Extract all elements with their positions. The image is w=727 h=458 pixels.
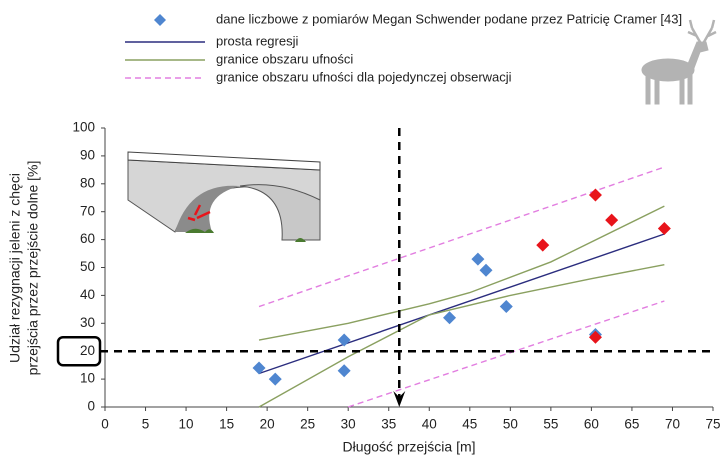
x-tick-label: 10 — [179, 417, 194, 432]
x-tick-label: 15 — [219, 417, 234, 432]
legend-label: granice obszaru ufności — [216, 51, 353, 66]
x-tick-label: 60 — [584, 417, 599, 432]
prediction-bound — [347, 300, 665, 408]
x-tick-label: 5 — [142, 417, 150, 432]
bridge-illustration — [127, 151, 321, 242]
data-point — [471, 252, 485, 266]
x-tick-label: 50 — [503, 417, 518, 432]
reference-arrow — [393, 391, 406, 407]
y-axis-label: przejścia przez przejście dolne [%] — [25, 161, 41, 376]
deer-icon — [641, 19, 717, 105]
x-tick-label: 75 — [705, 417, 720, 432]
legend: dane liczbowe z pomiarów Megan Schwender… — [125, 11, 682, 84]
fit-line — [258, 205, 665, 341]
x-tick-label: 70 — [665, 417, 680, 432]
fit-line — [258, 233, 665, 375]
x-tick-label: 65 — [624, 417, 639, 432]
x-tick-label: 25 — [300, 417, 315, 432]
x-tick-label: 40 — [422, 417, 437, 432]
y-tick-label: 30 — [80, 315, 95, 330]
x-tick-label: 55 — [543, 417, 558, 432]
data-point — [657, 221, 671, 235]
x-tick-label: 30 — [341, 417, 356, 432]
data-point — [443, 311, 457, 325]
x-tick-label: 35 — [381, 417, 396, 432]
y-tick-label: 0 — [87, 399, 95, 414]
x-tick-label: 45 — [462, 417, 477, 432]
y-tick-label: 60 — [80, 231, 95, 246]
y-tick-label: 90 — [80, 147, 95, 162]
y-tick-label: 40 — [80, 287, 95, 302]
data-point — [479, 263, 493, 277]
plot-area: 0 10 20 30 40 50 60 70 80 90 100 0 5 10 15 20 25 30 35 40 45… — [56, 120, 721, 432]
y-tick-label: 50 — [80, 259, 95, 274]
legend-label: granice obszaru ufności dla pojedynczej … — [216, 69, 512, 84]
legend-label: dane liczbowe z pomiarów Megan Schwender… — [216, 11, 682, 26]
y-tick-label: 20 — [80, 343, 95, 358]
data-point — [588, 188, 602, 202]
data-point — [588, 330, 602, 344]
y-tick-label: 80 — [80, 175, 95, 190]
legend-marker — [154, 14, 166, 26]
y-tick-label: 100 — [72, 120, 95, 135]
data-point — [268, 372, 282, 386]
data-point — [337, 333, 351, 347]
legend-label: prosta regresji — [216, 33, 298, 48]
data-point — [536, 238, 550, 252]
x-tick-label: 0 — [101, 417, 109, 432]
data-point — [499, 300, 513, 314]
y-axis-label: Udział rezygnacji jeleni z chęci — [7, 173, 23, 363]
fit-line — [258, 264, 665, 408]
x-tick-label: 20 — [260, 417, 275, 432]
prediction-bound — [258, 166, 665, 308]
x-axis-label: Długość przejścia [m] — [342, 439, 475, 455]
y-tick-label: 70 — [80, 203, 95, 218]
y-tick-label: 10 — [80, 371, 95, 386]
data-point — [605, 213, 619, 227]
data-point — [252, 361, 266, 375]
data-point — [337, 364, 351, 378]
